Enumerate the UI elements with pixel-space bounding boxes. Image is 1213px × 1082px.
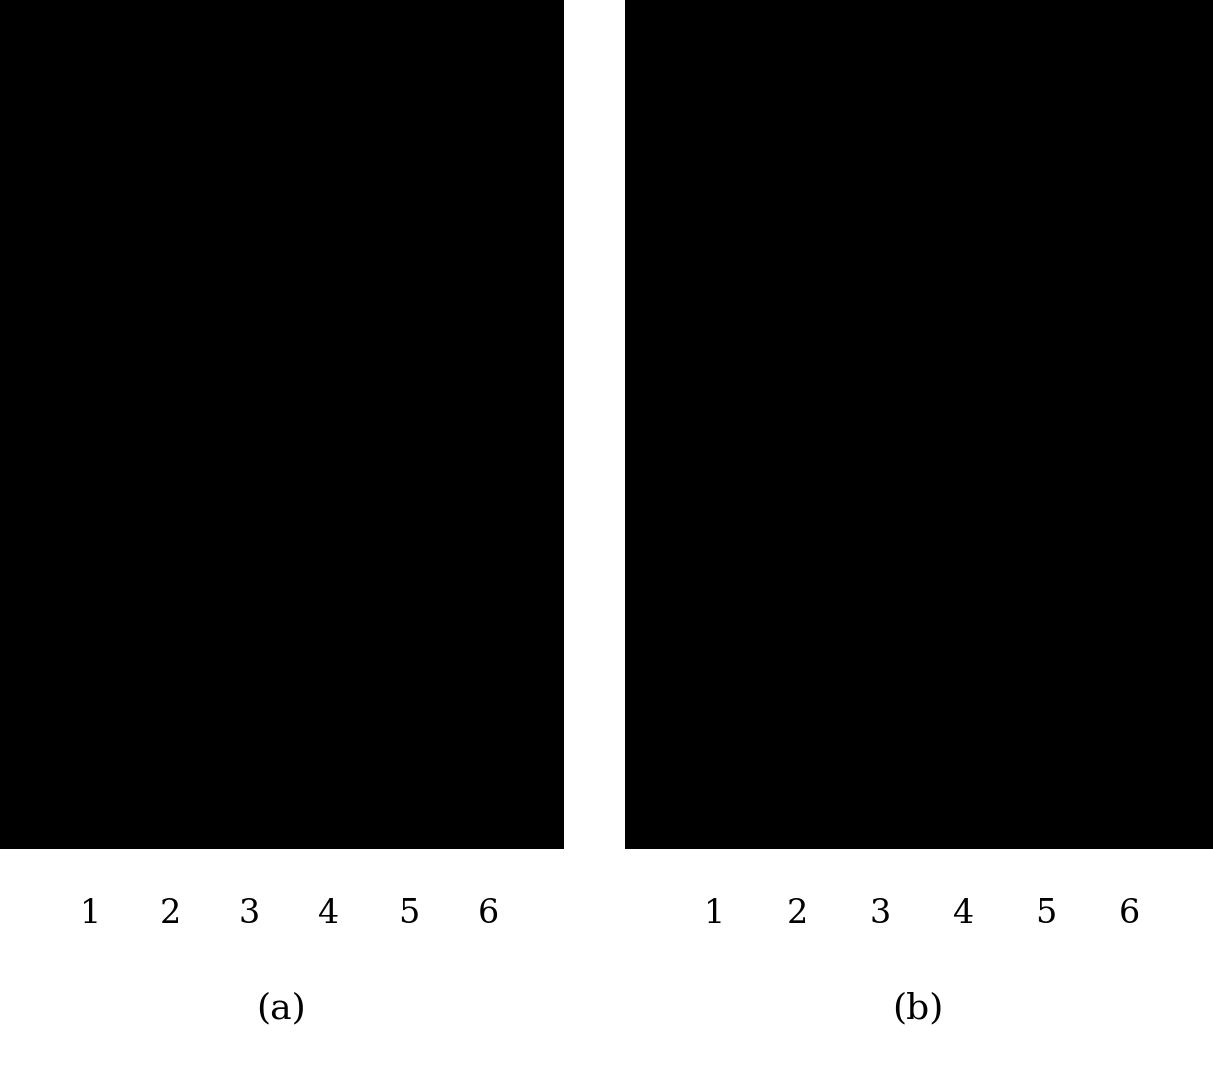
Text: 6: 6 bbox=[477, 898, 499, 931]
Bar bbox=[625, 0, 1213, 849]
Text: 5: 5 bbox=[1036, 898, 1057, 931]
Text: 2: 2 bbox=[159, 898, 181, 931]
Text: 1: 1 bbox=[80, 898, 102, 931]
Text: (a): (a) bbox=[256, 991, 307, 1026]
Text: 3: 3 bbox=[239, 898, 261, 931]
Text: (b): (b) bbox=[893, 991, 944, 1026]
Text: 4: 4 bbox=[952, 898, 974, 931]
Text: 1: 1 bbox=[704, 898, 725, 931]
Text: 4: 4 bbox=[319, 898, 340, 931]
Text: 2: 2 bbox=[787, 898, 808, 931]
Bar bbox=[0, 0, 564, 849]
Text: 3: 3 bbox=[870, 898, 892, 931]
Text: 5: 5 bbox=[398, 898, 420, 931]
Text: 6: 6 bbox=[1118, 898, 1140, 931]
